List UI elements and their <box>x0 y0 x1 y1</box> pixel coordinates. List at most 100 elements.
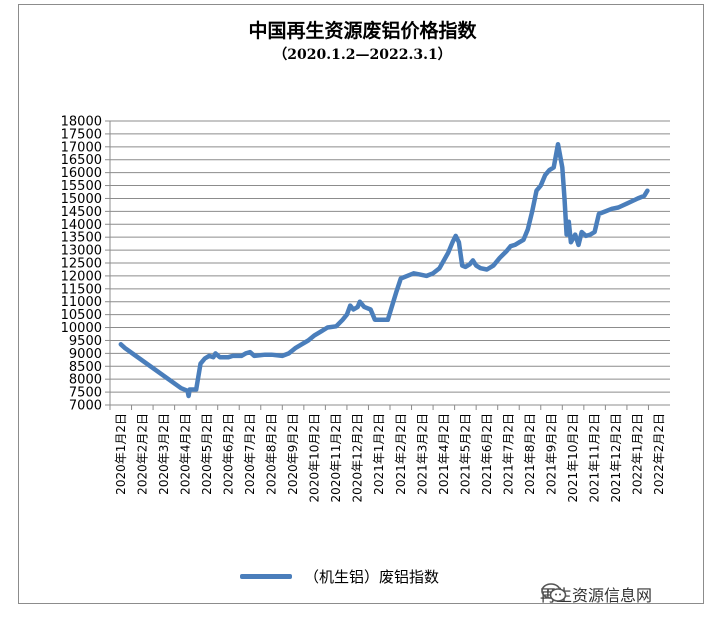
data-point <box>454 235 457 237</box>
data-point <box>468 263 471 266</box>
y-tick-label: 16500 <box>61 153 102 168</box>
data-point <box>249 351 251 353</box>
data-point <box>563 197 566 200</box>
data-point <box>400 277 402 280</box>
x-tick-label: 2020年11月2日 <box>329 413 343 502</box>
y-tick-label: 15000 <box>61 192 102 207</box>
data-point <box>557 143 559 145</box>
data-point <box>195 388 197 391</box>
data-point <box>232 355 234 357</box>
data-point <box>527 228 529 231</box>
data-point <box>475 264 478 267</box>
y-tick-label: 11500 <box>61 282 102 297</box>
y-tick-label: 13000 <box>61 244 102 259</box>
data-point <box>577 244 580 246</box>
data-point <box>461 264 464 267</box>
data-point <box>387 319 389 321</box>
data-point <box>604 210 607 213</box>
y-tick-label: 8500 <box>69 360 102 375</box>
data-point <box>244 352 247 355</box>
data-point <box>341 319 344 321</box>
y-tick-label: 7500 <box>69 386 102 401</box>
y-tick-label: 9000 <box>69 347 102 362</box>
data-point <box>264 353 266 356</box>
data-point <box>227 356 230 359</box>
data-point <box>611 208 613 210</box>
data-point <box>486 268 488 271</box>
data-point <box>199 362 202 365</box>
data-point <box>636 197 639 200</box>
y-tick-label: 18000 <box>61 115 102 130</box>
wechat-icon <box>541 583 567 602</box>
data-point <box>307 339 310 342</box>
y-tick-label: 9500 <box>69 334 102 349</box>
data-point <box>509 245 512 247</box>
data-point <box>580 231 583 233</box>
y-tick-label: 10500 <box>61 308 102 323</box>
data-point <box>626 202 628 205</box>
data-point <box>406 275 409 277</box>
data-point <box>544 174 546 176</box>
legend: （机生铝）废铝指数 <box>240 566 439 587</box>
x-tick-label: 2021年8月2日 <box>523 413 537 495</box>
y-tick-label: 11000 <box>61 295 102 310</box>
x-tick-label: 2020年7月2日 <box>243 413 257 495</box>
data-point <box>570 241 572 244</box>
data-point <box>240 355 243 357</box>
y-tick-label: 17500 <box>61 127 102 142</box>
x-tick-label: 2021年3月2日 <box>415 413 429 495</box>
data-point <box>419 273 422 276</box>
data-point <box>593 231 596 233</box>
y-tick-label: 12000 <box>61 269 102 284</box>
data-point <box>432 272 434 275</box>
data-point <box>617 206 620 209</box>
data-point <box>646 189 649 192</box>
data-point <box>186 390 189 392</box>
data-point <box>352 308 355 311</box>
data-point <box>522 239 525 241</box>
data-point <box>552 166 555 169</box>
y-tick-label: 16000 <box>61 166 102 181</box>
data-point <box>425 275 428 277</box>
y-tick-label: 14000 <box>61 218 102 233</box>
data-point <box>535 189 538 192</box>
data-point <box>598 213 600 215</box>
y-tick-label: 12500 <box>61 257 102 272</box>
chart-title: 中国再生资源废铝价格指数 <box>248 20 477 42</box>
data-point <box>346 313 348 316</box>
x-tick-label: 2020年5月2日 <box>200 413 214 495</box>
x-tick-label: 2021年1月2日 <box>372 413 386 495</box>
y-tick-label: 13500 <box>61 231 102 246</box>
data-point <box>643 195 645 197</box>
data-point <box>374 319 376 321</box>
data-point <box>412 272 415 275</box>
data-point <box>451 241 454 244</box>
data-point <box>589 233 592 236</box>
series-line <box>118 141 650 399</box>
data-point <box>492 264 495 267</box>
data-point <box>585 235 587 237</box>
x-tick-label: 2021年12月2日 <box>609 413 623 502</box>
data-point <box>561 166 564 169</box>
data-point <box>568 220 570 223</box>
data-point <box>505 250 508 253</box>
watermark-text: 再生资源信息网 <box>540 586 653 605</box>
x-tick-label: 2020年4月2日 <box>178 413 192 495</box>
data-point <box>472 259 474 262</box>
x-tick-label: 2021年4月2日 <box>437 413 451 495</box>
data-point <box>204 357 206 360</box>
x-tick-label: 2021年5月2日 <box>458 413 472 495</box>
chart-subtitle: （2020.1.2—2022.3.1） <box>273 47 452 63</box>
y-tick-label: 10000 <box>61 321 102 336</box>
watermark: 再生资源信息网 <box>540 582 652 606</box>
data-point <box>514 244 516 246</box>
data-point <box>518 241 520 244</box>
data-point <box>288 352 290 355</box>
x-tick-label: 2022年1月2日 <box>631 413 645 495</box>
data-point <box>253 355 256 357</box>
data-point <box>369 308 372 311</box>
x-tick-label: 2021年2月2日 <box>394 413 408 495</box>
data-point <box>359 300 361 303</box>
data-point <box>180 387 182 390</box>
